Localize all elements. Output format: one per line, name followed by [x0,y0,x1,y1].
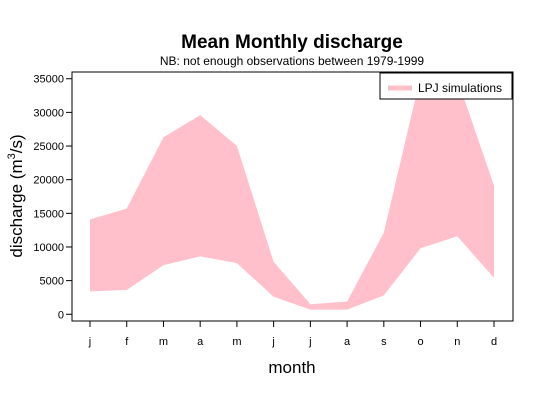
y-tick-label: 5000 [40,276,64,288]
series-band-0 [90,76,494,310]
chart-subtitle: NB: not enough observations between 1979… [160,54,425,68]
plot-frame [71,71,514,322]
y-tick-label: 25000 [33,141,64,153]
y-tick-label: 35000 [33,74,64,86]
x-tick-label: o [417,336,423,348]
x-axis-label: month [268,358,315,377]
x-tick-label: m [159,336,168,348]
x-tick-label: j [88,336,91,348]
legend: LPJ simulations [379,72,513,100]
x-tick-label: j [308,336,311,348]
x-tick-label: m [232,336,241,348]
y-tick-label: 10000 [33,242,64,254]
axes: j f m a m j j a s o n d 0 5000 10000 15000 20000 25000 300… [33,74,497,348]
x-tick-label: d [491,336,497,348]
y-tick-label: 20000 [33,175,64,187]
y-tick-label: 15000 [33,208,64,220]
x-tick-label: f [125,336,129,348]
x-tick-label: a [344,336,351,348]
y-tick-label: 30000 [33,107,64,119]
x-tick-label: s [381,336,387,348]
y-axis-label: discharge (m3/s) [6,134,26,257]
chart-title: Mean Monthly discharge [181,32,403,53]
x-tick-label: a [197,336,204,348]
x-tick-label: n [454,336,460,348]
x-tick-label: j [271,336,274,348]
legend-label: LPJ simulations [418,81,502,95]
plot-area [90,76,494,310]
y-tick-label: 0 [58,309,64,321]
